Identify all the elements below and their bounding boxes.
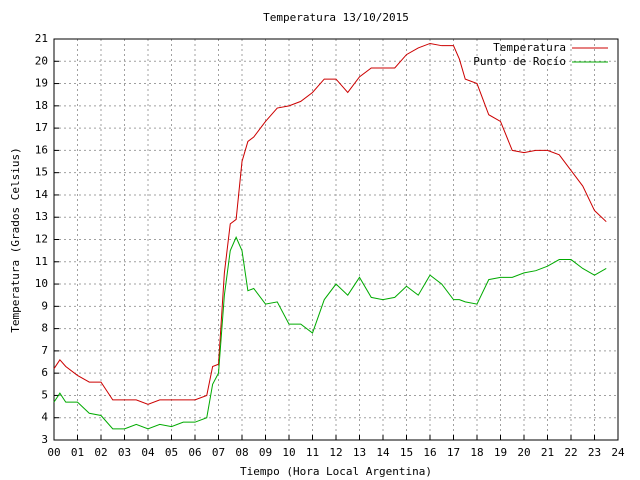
y-tick-label: 10 — [35, 277, 48, 290]
x-tick-label: 18 — [470, 446, 483, 459]
x-tick-label: 09 — [259, 446, 272, 459]
x-tick-label: 19 — [494, 446, 507, 459]
y-tick-label: 7 — [41, 344, 48, 357]
x-tick-label: 21 — [541, 446, 554, 459]
x-tick-label: 00 — [47, 446, 60, 459]
x-tick-label: 16 — [423, 446, 436, 459]
x-tick-label: 01 — [71, 446, 84, 459]
series-line — [53, 236, 607, 430]
x-tick-label: 03 — [118, 446, 131, 459]
y-tick-label: 14 — [35, 188, 49, 201]
y-axis-label: Temperatura (Grados Celsius) — [9, 147, 22, 332]
y-tick-label: 4 — [41, 411, 48, 424]
y-tick-label: 18 — [35, 99, 48, 112]
y-tick-label: 16 — [35, 143, 48, 156]
legend-label: Temperatura — [493, 41, 566, 54]
x-tick-label: 04 — [141, 446, 155, 459]
x-tick-label: 10 — [282, 446, 295, 459]
y-tick-label: 12 — [35, 233, 48, 246]
y-tick-label: 5 — [41, 388, 48, 401]
legend-label: Punto de Rocío — [473, 55, 566, 68]
x-tick-label: 20 — [517, 446, 530, 459]
y-tick-label: 3 — [41, 433, 48, 446]
y-tick-label: 6 — [41, 366, 48, 379]
x-tick-label: 17 — [447, 446, 460, 459]
y-tick-label: 9 — [41, 299, 48, 312]
y-tick-label: 21 — [35, 32, 48, 45]
x-tick-label: 24 — [611, 446, 625, 459]
y-tick-label: 13 — [35, 210, 48, 223]
x-axis-label: Tiempo (Hora Local Argentina) — [240, 465, 432, 478]
x-tick-label: 02 — [94, 446, 107, 459]
y-tick-label: 19 — [35, 77, 48, 90]
x-tick-label: 23 — [588, 446, 601, 459]
y-tick-label: 11 — [35, 255, 48, 268]
x-tick-label: 06 — [188, 446, 201, 459]
y-tick-label: 20 — [35, 54, 48, 67]
y-tick-label: 8 — [41, 322, 48, 335]
y-tick-label: 17 — [35, 121, 48, 134]
y-tick-label: 15 — [35, 166, 48, 179]
x-tick-label: 05 — [165, 446, 178, 459]
x-tick-label: 07 — [212, 446, 225, 459]
x-tick-label: 15 — [400, 446, 413, 459]
x-tick-label: 12 — [329, 446, 342, 459]
x-tick-label: 08 — [235, 446, 248, 459]
x-tick-label: 22 — [564, 446, 577, 459]
plot-frame — [53, 38, 619, 441]
x-tick-label: 13 — [353, 446, 366, 459]
x-tick-label: 11 — [306, 446, 319, 459]
x-tick-label: 14 — [376, 446, 390, 459]
chart-title: Temperatura 13/10/2015 — [263, 11, 409, 24]
series-line — [53, 42, 607, 405]
